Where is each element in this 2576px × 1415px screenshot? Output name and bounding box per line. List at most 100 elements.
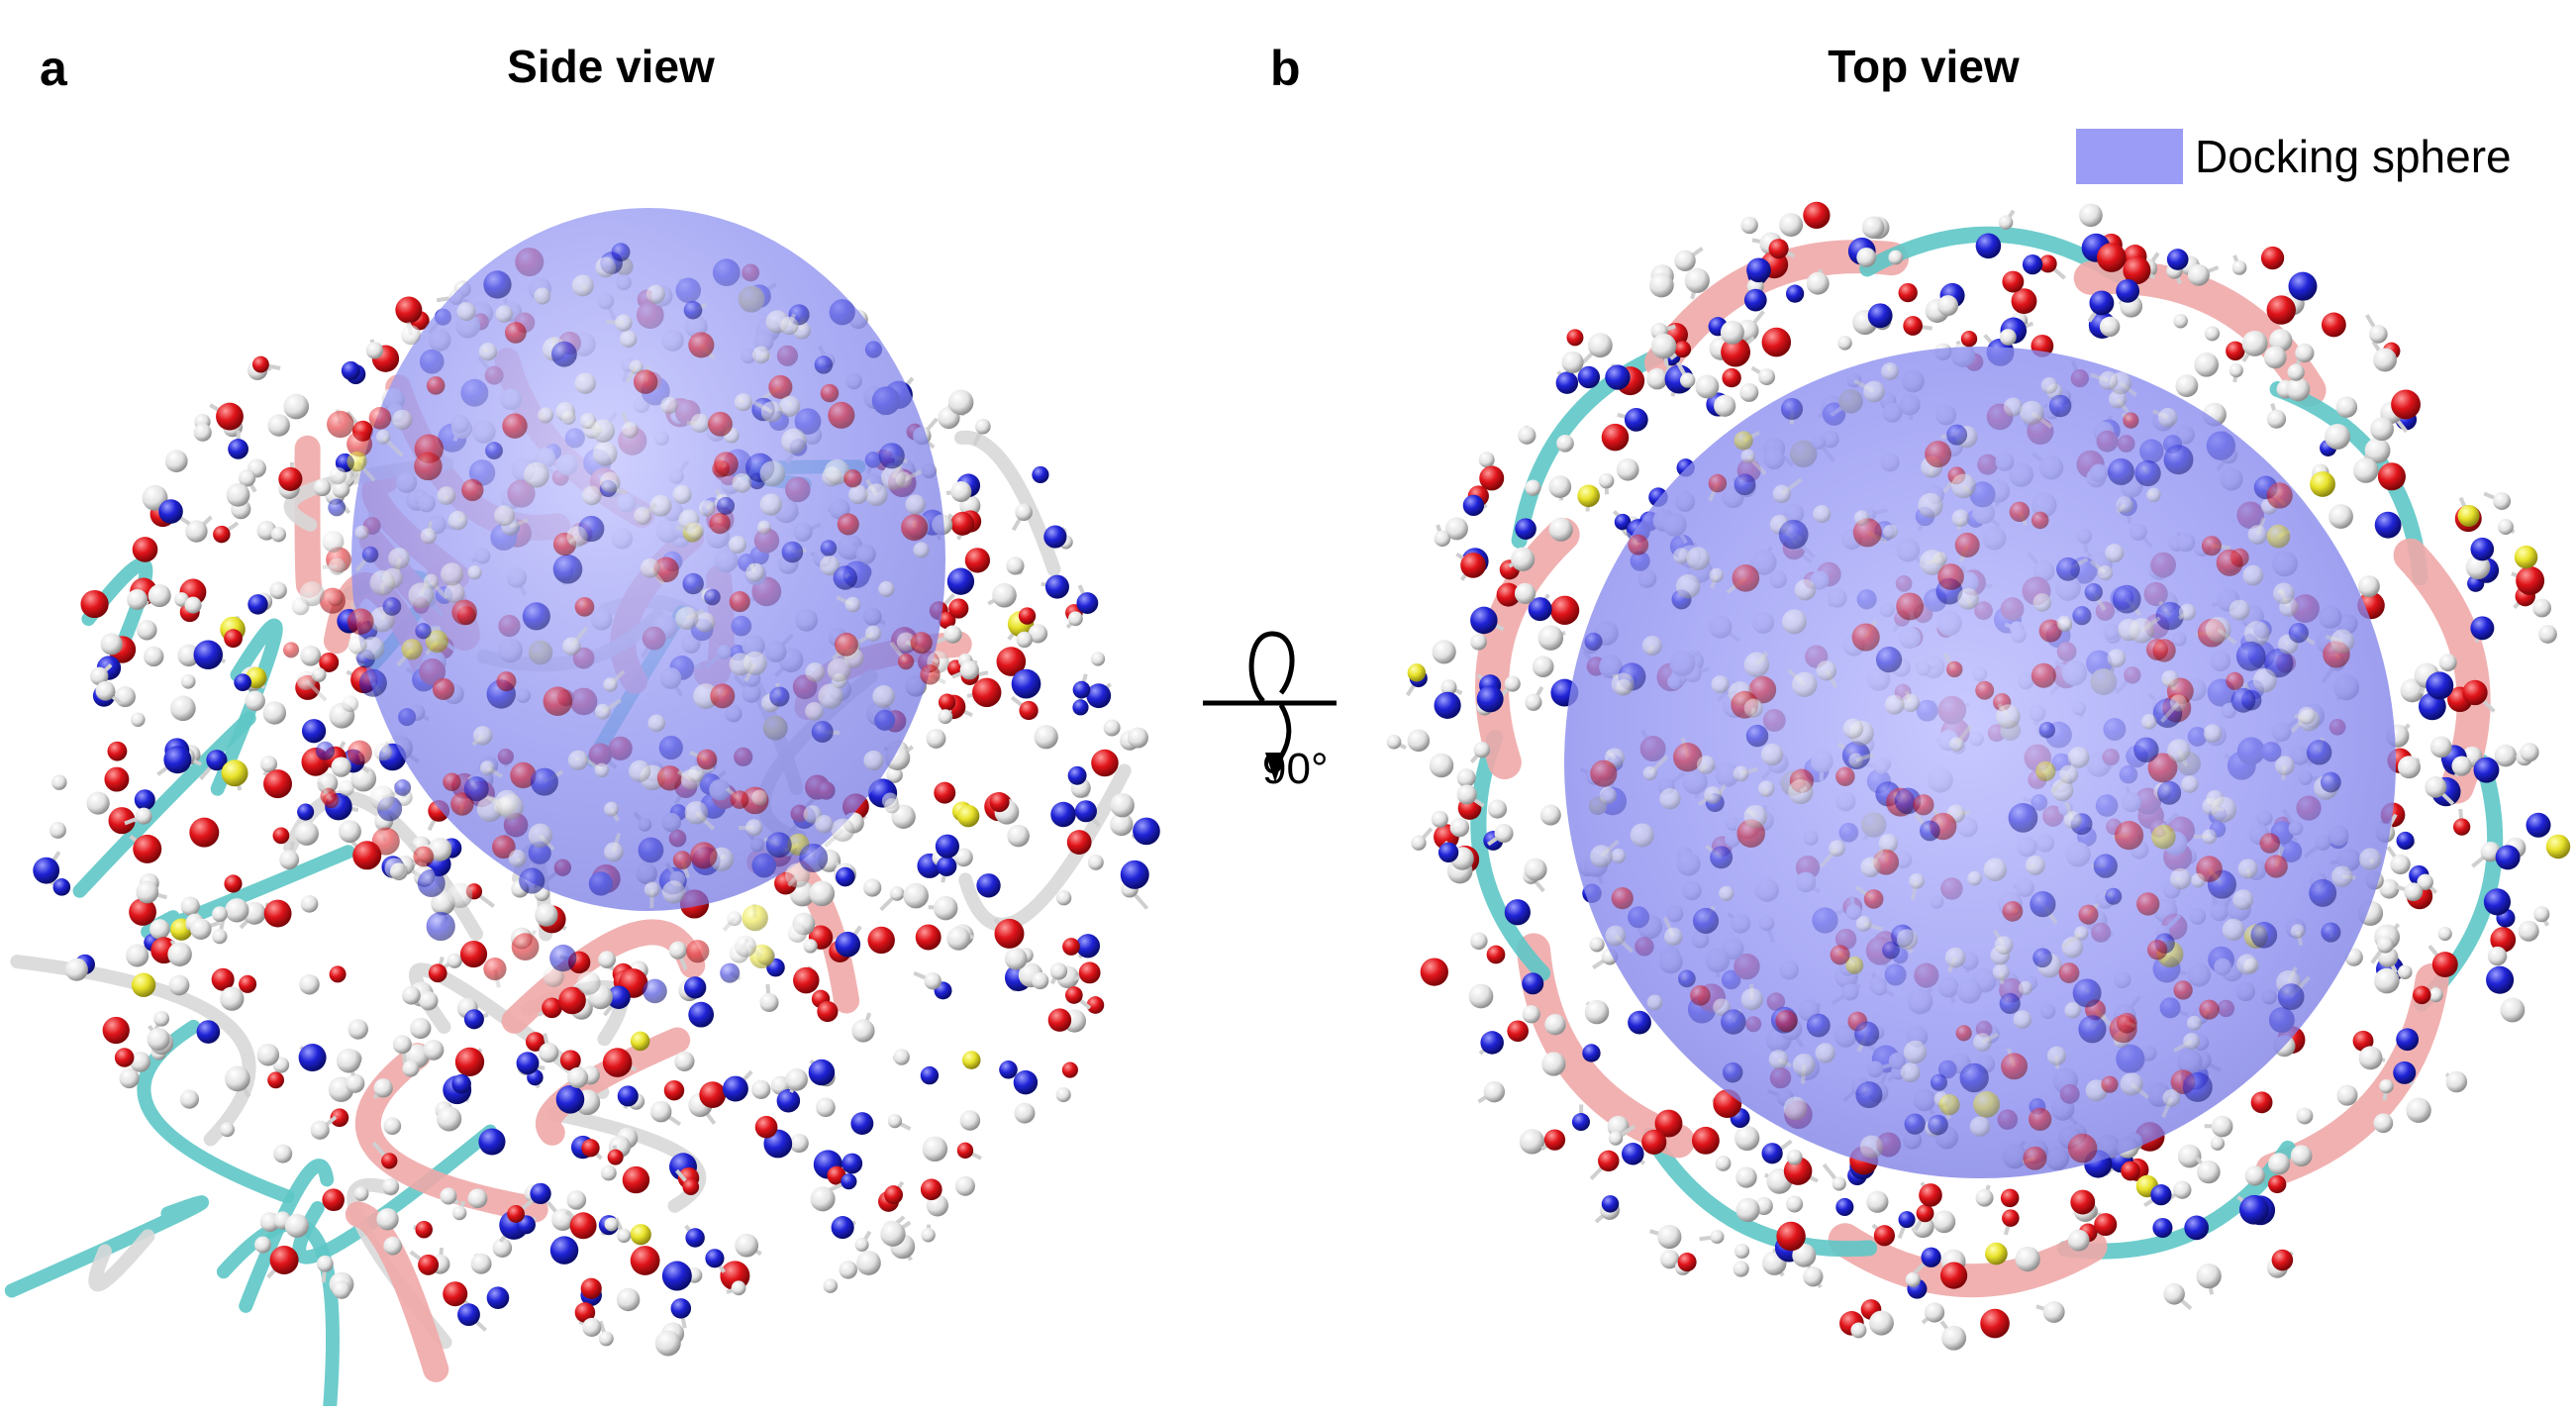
carbon-atom <box>539 1042 559 1063</box>
oxygen-atom <box>189 817 220 848</box>
oxygen-atom <box>1975 680 1995 700</box>
sulfur-atom <box>956 804 980 828</box>
carbon-atom <box>620 330 638 349</box>
carbon-atom <box>1449 817 1470 838</box>
oxygen-atom <box>133 834 162 863</box>
carbon-atom <box>332 480 350 499</box>
carbon-atom <box>51 774 67 790</box>
carbon-atom <box>848 484 868 505</box>
nitrogen-atom <box>1628 1010 1651 1035</box>
carbon-atom <box>2181 775 2199 793</box>
oxygen-atom <box>283 642 300 658</box>
nitrogen-atom <box>2473 757 2500 783</box>
carbon-atom <box>1519 1129 1545 1155</box>
carbon-atom <box>2518 920 2539 942</box>
carbon-atom <box>408 582 435 609</box>
carbon-atom <box>878 580 895 598</box>
carbon-atom <box>2241 330 2268 356</box>
carbon-atom <box>2211 1115 2233 1138</box>
carbon-atom <box>2046 1046 2067 1065</box>
carbon-atom <box>924 971 941 990</box>
carbon-atom <box>1434 530 1451 548</box>
oxygen-atom <box>1873 1225 1896 1247</box>
oxygen-atom <box>2226 341 2245 361</box>
carbon-atom <box>2107 649 2127 668</box>
carbon-atom <box>1605 925 1627 947</box>
nitrogen-atom <box>1011 668 1041 699</box>
oxygen-atom <box>714 452 739 477</box>
carbon-atom <box>1714 394 1736 417</box>
carbon-atom <box>300 645 322 666</box>
carbon-atom <box>1087 854 1104 870</box>
carbon-atom <box>743 651 767 675</box>
carbon-atom <box>2040 376 2058 394</box>
carbon-atom <box>1713 998 1731 1016</box>
carbon-atom <box>816 1097 836 1118</box>
carbon-atom <box>2191 872 2206 888</box>
oxygen-atom <box>1955 1025 1972 1042</box>
carbon-atom <box>854 1238 869 1253</box>
carbon-atom <box>528 823 552 848</box>
nitrogen-atom <box>328 498 347 517</box>
carbon-atom <box>2287 363 2305 381</box>
carbon-atom <box>1994 936 2014 956</box>
atoms-front-layer-top <box>1584 362 2382 1170</box>
carbon-atom <box>2194 353 2220 377</box>
nitrogen-atom <box>670 1298 692 1319</box>
carbon-atom <box>1786 1195 1804 1213</box>
nitrogen-atom <box>519 867 545 894</box>
carbon-atom <box>193 423 212 442</box>
carbon-atom <box>864 483 888 507</box>
carbon-atom <box>2465 555 2491 580</box>
nitrogen-atom <box>52 878 71 896</box>
carbon-atom <box>1608 1131 1624 1146</box>
carbon-atom <box>313 478 332 497</box>
carbon-atom <box>745 562 765 582</box>
carbon-atom <box>2425 775 2447 798</box>
nitrogen-atom <box>765 832 792 859</box>
nitrogen-atom <box>2264 648 2294 678</box>
carbon-atom <box>2158 408 2178 428</box>
carbon-atom <box>687 522 705 540</box>
oxygen-atom <box>263 899 292 928</box>
oxygen-atom <box>948 598 969 619</box>
sulfur-atom <box>2151 824 2176 850</box>
oxygen-atom <box>322 1188 345 1211</box>
carbon-atom <box>300 895 319 913</box>
carbon-atom <box>446 882 473 908</box>
oxygen-atom <box>1721 337 1751 367</box>
carbon-atom <box>1556 434 1574 453</box>
oxygen-atom <box>395 296 423 324</box>
panel-b-letter: b <box>1270 41 1301 96</box>
oxygen-atom <box>1896 592 1925 621</box>
carbon-atom <box>2163 1283 2185 1305</box>
carbon-atom <box>1856 248 1877 267</box>
oxygen-atom <box>1732 564 1760 592</box>
nitrogen-atom <box>2008 802 2038 833</box>
carbon-atom <box>1951 509 1970 528</box>
carbon-atom <box>2229 363 2243 378</box>
carbon-atom <box>1646 367 1668 390</box>
oxygen-atom <box>828 401 855 429</box>
oxygen-atom <box>2011 288 2037 315</box>
carbon-atom <box>147 1027 170 1052</box>
oxygen-atom <box>956 1142 974 1160</box>
carbon-atom <box>687 765 705 783</box>
carbon-atom <box>905 494 926 515</box>
carbon-atom <box>759 493 782 516</box>
carbon-atom <box>1686 547 1711 570</box>
oxygen-atom <box>2028 1107 2052 1132</box>
carbon-atom <box>598 1331 614 1347</box>
carbon-atom <box>1483 1080 1506 1103</box>
carbon-atom <box>1548 475 1572 498</box>
carbon-atom <box>190 918 212 940</box>
carbon-atom <box>2532 598 2552 618</box>
carbon-atom <box>805 662 826 682</box>
oxygen-atom <box>768 374 793 399</box>
carbon-atom <box>2042 1300 2065 1323</box>
carbon-atom <box>863 750 884 771</box>
sulfur-atom <box>131 972 156 997</box>
carbon-atom <box>921 1228 936 1243</box>
nitrogen-atom <box>2309 878 2337 907</box>
carbon-atom <box>1901 693 1921 713</box>
